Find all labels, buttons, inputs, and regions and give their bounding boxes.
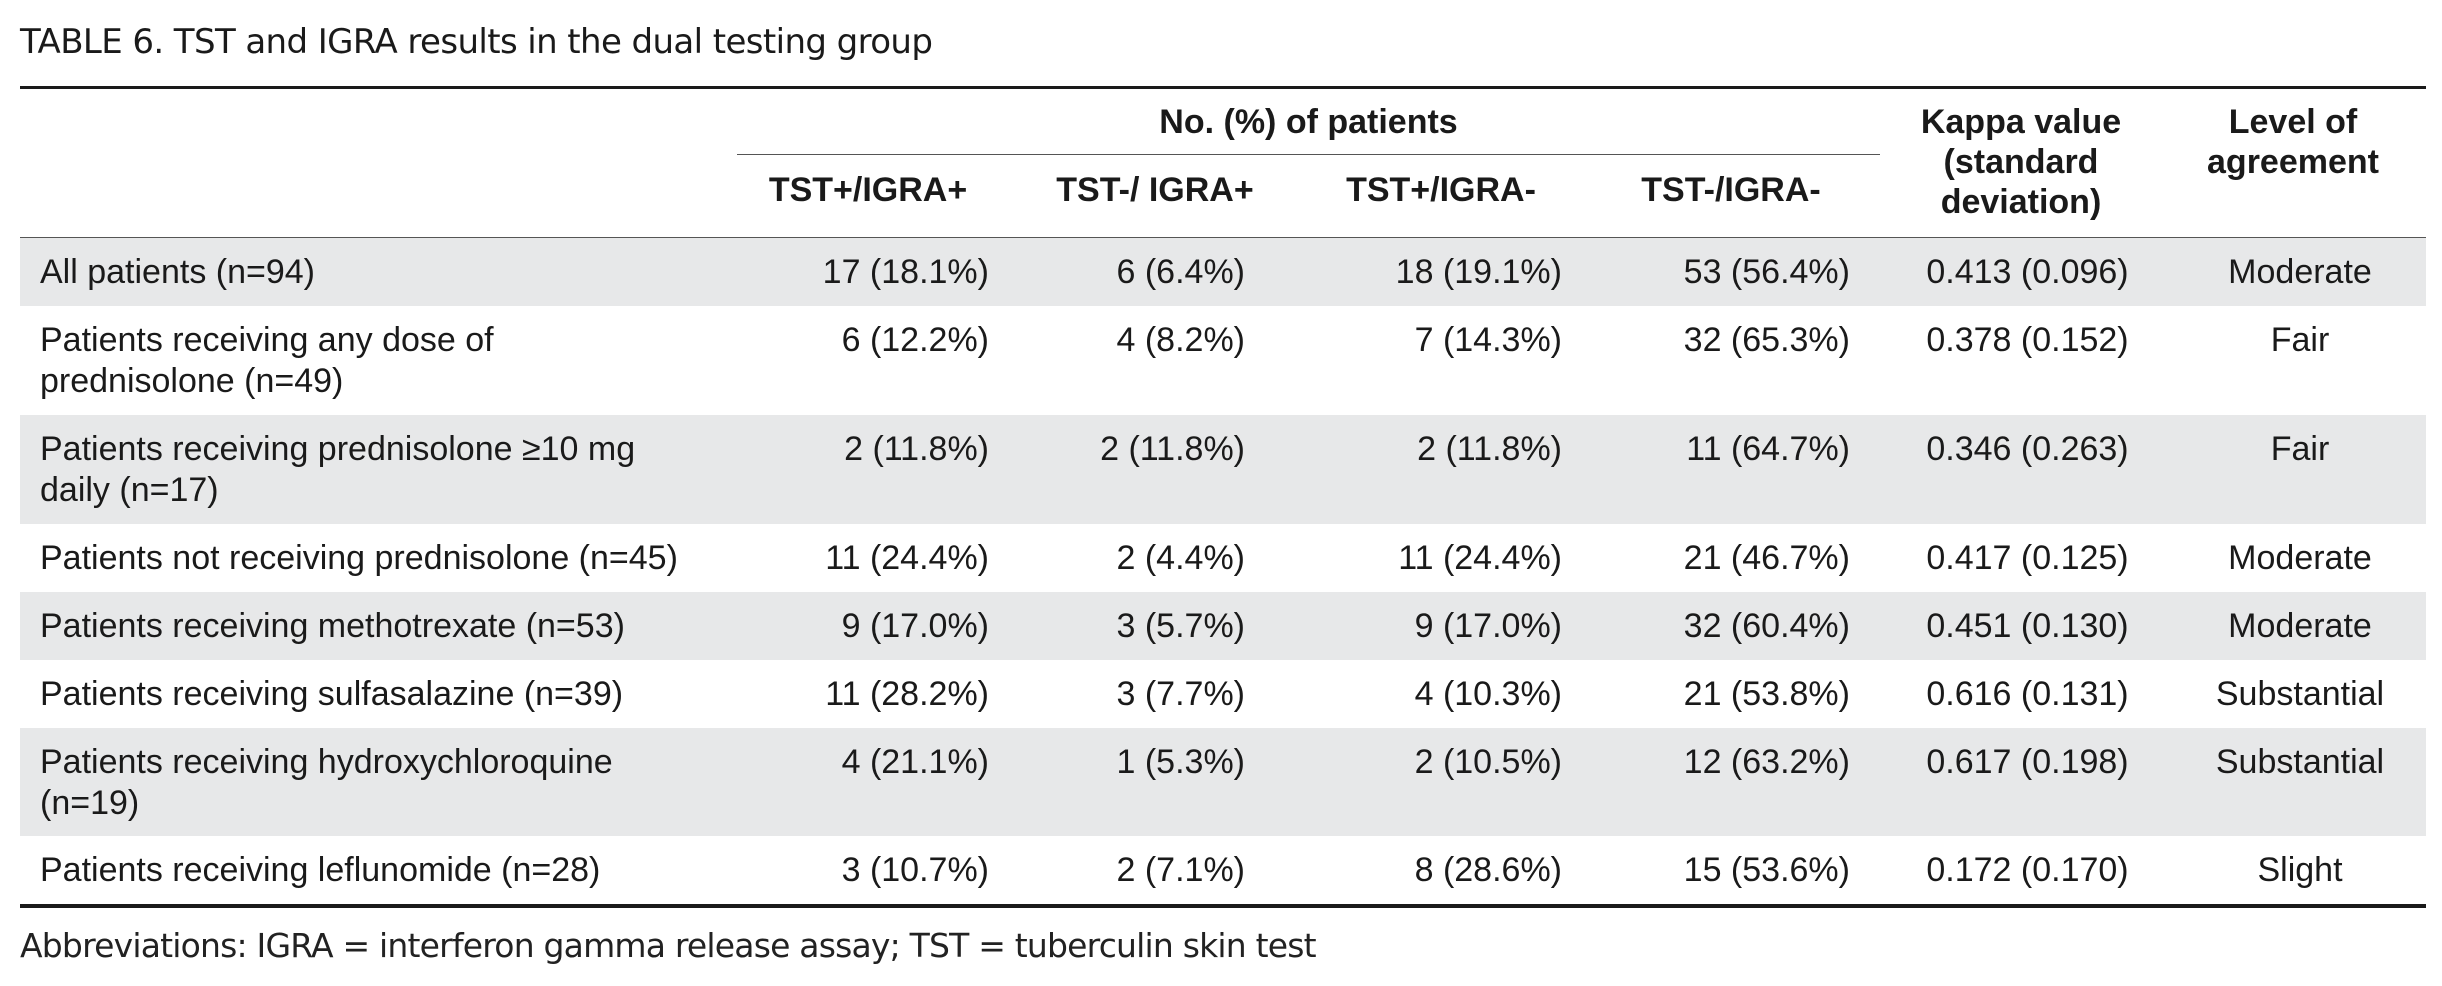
agreement-cell: Substantial [2215, 675, 2385, 713]
header-rule [20, 237, 2426, 238]
row-label: Patients receiving sulfasalazine (n=39) [40, 674, 760, 715]
count-cell: 12 (63.2%) [1683, 743, 1850, 781]
kappa-header-line: (standard [1943, 143, 2099, 181]
row-label-line: Patients receiving any dose of [40, 321, 494, 359]
table-row: Patients receiving prednisolone ≥10 mg da… [20, 415, 2426, 524]
count-cell: 2 (4.4%) [1116, 539, 1246, 577]
agreement-header-line: agreement [2207, 143, 2379, 181]
agreement-cell: Substantial [2215, 743, 2385, 781]
row-label-line: Patients not receiving prednisolone (n=4… [40, 539, 678, 577]
agreement-cell: Fair [2270, 430, 2330, 468]
group-header-rule [737, 154, 1880, 155]
table-row: Patients receiving hydroxychloroquine (n=… [20, 728, 2426, 836]
agreement-cell: Slight [2257, 851, 2343, 889]
row-label: Patients receiving methotrexate (n=53) [40, 606, 760, 647]
row-label: Patients receiving prednisolone ≥10 mg da… [40, 429, 760, 511]
kappa-cell: 0.172 (0.170) [1926, 851, 2129, 889]
column-header-tst-pos-igra-neg: TST+/IGRA- [1346, 171, 1536, 209]
table-row: Patients receiving sulfasalazine (n=39) 1… [20, 660, 2426, 728]
count-cell: 18 (19.1%) [1395, 253, 1562, 291]
table-row: Patients not receiving prednisolone (n=4… [20, 524, 2426, 592]
table-title: TABLE 6. TST and IGRA results in the dua… [20, 22, 933, 62]
count-cell: 3 (5.7%) [1116, 607, 1246, 645]
kappa-cell: 0.451 (0.130) [1926, 607, 2129, 645]
count-cell: 32 (60.4%) [1683, 607, 1850, 645]
table-footnote: Abbreviations: IGRA = interferon gamma r… [20, 926, 1317, 965]
top-rule [20, 86, 2426, 89]
row-label-line: daily (n=17) [40, 471, 219, 509]
kappa-header-line: deviation) [1940, 183, 2102, 221]
count-cell: 2 (11.8%) [1417, 430, 1562, 468]
row-label: All patients (n=94) [40, 252, 760, 293]
row-label: Patients receiving hydroxychloroquine (n=… [40, 742, 760, 824]
count-cell: 53 (56.4%) [1683, 253, 1850, 291]
count-cell: 7 (14.3%) [1414, 321, 1562, 359]
column-header-tst-neg-igra-neg: TST-/IGRA- [1641, 171, 1821, 209]
count-cell: 2 (11.8%) [1100, 430, 1245, 468]
count-cell: 8 (28.6%) [1414, 851, 1562, 889]
row-label-line: Patients receiving sulfasalazine (n=39) [40, 675, 624, 713]
count-cell: 3 (10.7%) [841, 851, 989, 889]
count-cell: 17 (18.1%) [822, 253, 989, 291]
kappa-cell: 0.378 (0.152) [1926, 321, 2129, 359]
row-label-line: All patients (n=94) [40, 253, 315, 291]
kappa-cell: 0.617 (0.198) [1926, 743, 2129, 781]
column-header-tst-pos-igra-pos: TST+/IGRA+ [768, 171, 968, 209]
count-cell: 4 (21.1%) [841, 743, 989, 781]
row-label-line: Patients receiving methotrexate (n=53) [40, 607, 625, 645]
count-cell: 4 (10.3%) [1414, 675, 1562, 713]
count-cell: 21 (46.7%) [1683, 539, 1850, 577]
count-cell: 21 (53.8%) [1683, 675, 1850, 713]
group-header: No. (%) of patients [1159, 103, 1458, 141]
row-label: Patients receiving any dose of prednisolo… [40, 320, 760, 402]
table-row: Patients receiving methotrexate (n=53) 9 … [20, 592, 2426, 660]
table-row: Patients receiving any dose of prednisolo… [20, 306, 2426, 415]
count-cell: 9 (17.0%) [1414, 607, 1562, 645]
agreement-cell: Fair [2270, 321, 2330, 359]
table-row: Patients receiving leflunomide (n=28) 3 (… [20, 836, 2426, 904]
column-header-agreement: Level of agreement [2160, 102, 2426, 182]
column-header-kappa: Kappa value (standard deviation) [1880, 102, 2162, 222]
table-row: All patients (n=94) 17 (18.1%) 6 (6.4%) 18 … [20, 238, 2426, 306]
count-cell: 2 (11.8%) [844, 430, 989, 468]
count-cell: 3 (7.7%) [1116, 675, 1246, 713]
bottom-rule [20, 904, 2426, 908]
count-cell: 32 (65.3%) [1683, 321, 1850, 359]
count-cell: 11 (64.7%) [1686, 430, 1850, 468]
agreement-cell: Moderate [2228, 607, 2372, 645]
kappa-cell: 0.413 (0.096) [1926, 253, 2129, 291]
count-cell: 11 (24.4%) [825, 539, 989, 577]
row-label-line: Patients receiving prednisolone ≥10 mg [40, 430, 636, 468]
agreement-cell: Moderate [2228, 253, 2372, 291]
count-cell: 6 (12.2%) [841, 321, 989, 359]
count-cell: 1 (5.3%) [1116, 743, 1246, 781]
count-cell: 2 (10.5%) [1414, 743, 1562, 781]
row-label-line: Patients receiving leflunomide (n=28) [40, 851, 601, 889]
count-cell: 11 (24.4%) [1398, 539, 1562, 577]
count-cell: 4 (8.2%) [1116, 321, 1246, 359]
count-cell: 6 (6.4%) [1116, 253, 1246, 291]
count-cell: 2 (7.1%) [1116, 851, 1246, 889]
kappa-cell: 0.417 (0.125) [1926, 539, 2129, 577]
row-label: Patients receiving leflunomide (n=28) [40, 850, 760, 891]
row-label-line: Patients receiving hydroxychloroquine [40, 743, 613, 781]
row-label-line: (n=19) [40, 784, 140, 822]
row-label: Patients not receiving prednisolone (n=4… [40, 538, 760, 579]
kappa-header-line: Kappa value [1920, 103, 2122, 141]
count-cell: 9 (17.0%) [841, 607, 989, 645]
count-cell: 11 (28.2%) [825, 675, 989, 713]
kappa-cell: 0.616 (0.131) [1926, 675, 2129, 713]
agreement-header-line: Level of [2228, 103, 2358, 141]
row-label-line: prednisolone (n=49) [40, 362, 344, 400]
column-header-tst-neg-igra-pos: TST-/ IGRA+ [1056, 171, 1254, 209]
agreement-cell: Moderate [2228, 539, 2372, 577]
count-cell: 15 (53.6%) [1683, 851, 1850, 889]
kappa-cell: 0.346 (0.263) [1926, 430, 2129, 468]
